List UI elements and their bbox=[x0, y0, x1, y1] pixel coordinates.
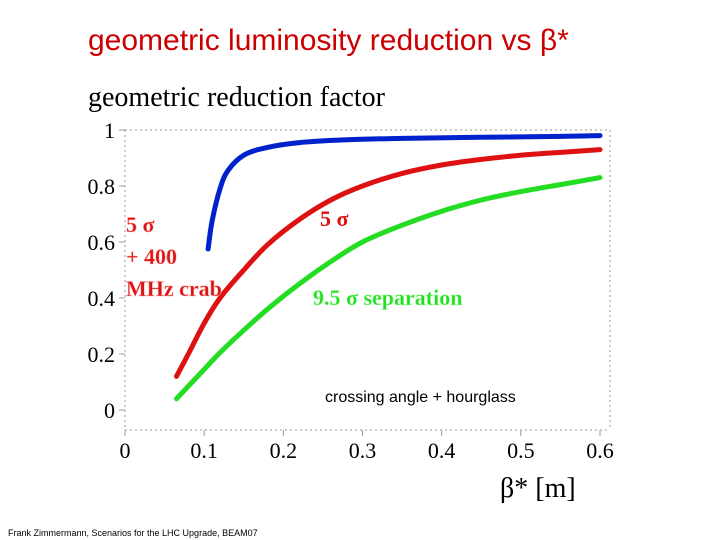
reduction-factor-chart: geometric reduction factor 0 0.1 0.2 0.3 0.4… bbox=[88, 82, 614, 504]
y-tick-label: 0.6 bbox=[88, 230, 116, 255]
y-tick-label: 1 bbox=[104, 118, 115, 143]
red-curve-label: 5 σ bbox=[320, 206, 349, 231]
x-tick-label: 0.6 bbox=[586, 438, 614, 463]
x-tick-label: 0.1 bbox=[190, 438, 218, 463]
x-tick-label: 0.4 bbox=[428, 438, 456, 463]
green-curve-label: 9.5 σ separation bbox=[313, 285, 462, 310]
series-line-2 bbox=[174, 175, 603, 402]
annotations: 5 σ + 400 MHz crab 5 σ 9.5 σ separation … bbox=[126, 206, 516, 406]
y-tick-label: 0.2 bbox=[88, 342, 116, 367]
y-tick-label: 0.4 bbox=[88, 286, 116, 311]
bottom-note: crossing angle + hourglass bbox=[325, 389, 516, 406]
slide-title: geometric luminosity reduction vs β* bbox=[88, 24, 569, 57]
series-group bbox=[174, 133, 603, 402]
x-axis: 0 0.1 0.2 0.3 0.4 0.5 0.6 bbox=[120, 429, 614, 463]
x-tick-label: 0.2 bbox=[270, 438, 298, 463]
chart-title: geometric reduction factor bbox=[88, 82, 386, 113]
y-axis: 0 0.2 0.4 0.6 0.8 1 bbox=[88, 118, 611, 430]
footer-credit: Frank Zimmermann, Scenarios for the LHC … bbox=[8, 528, 258, 538]
y-tick-label: 0.8 bbox=[88, 174, 116, 199]
crab-label-line1: 5 σ bbox=[126, 212, 155, 237]
series-line-1 bbox=[174, 147, 603, 379]
x-tick-label: 0 bbox=[120, 438, 131, 463]
y-tick-label: 0 bbox=[104, 398, 115, 423]
x-tick-label: 0.3 bbox=[349, 438, 377, 463]
x-tick-label: 0.5 bbox=[507, 438, 535, 463]
crab-label-line3: MHz crab bbox=[126, 276, 222, 301]
series-line-0 bbox=[205, 133, 603, 252]
x-axis-label: β* [m] bbox=[500, 473, 576, 504]
crab-label-line2: + 400 bbox=[126, 244, 177, 269]
